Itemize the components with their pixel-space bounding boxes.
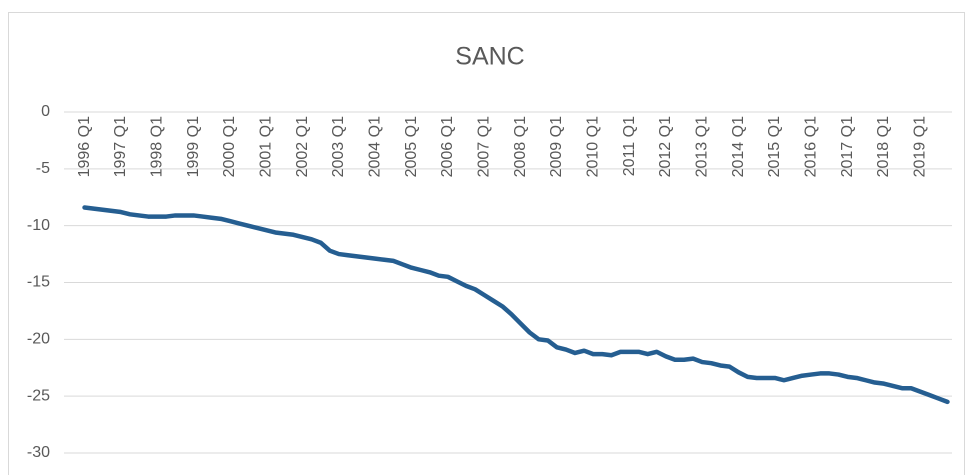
y-tick-label: 0 <box>41 103 50 120</box>
x-tick-label: 2018 Q1 <box>875 116 892 177</box>
x-tick-label: 1998 Q1 <box>148 116 165 177</box>
chart-frame <box>8 12 965 475</box>
y-tick-label: -20 <box>27 331 50 348</box>
y-tick-label: -10 <box>27 217 50 234</box>
x-tick-label: 2012 Q1 <box>657 116 674 177</box>
x-tick-label: 1999 Q1 <box>185 116 202 177</box>
x-tick-label: 2019 Q1 <box>911 116 928 177</box>
y-tick-label: -5 <box>36 160 50 177</box>
x-tick-label: 2001 Q1 <box>257 116 274 177</box>
x-tick-label: 2007 Q1 <box>475 116 492 177</box>
x-tick-label: 2006 Q1 <box>439 116 456 177</box>
x-tick-label: 2010 Q1 <box>584 116 601 177</box>
y-tick-label: -30 <box>27 444 50 461</box>
x-tick-label: 2003 Q1 <box>330 116 347 177</box>
x-tick-label: 1996 Q1 <box>76 116 93 177</box>
x-tick-label: 2016 Q1 <box>802 116 819 177</box>
x-tick-label: 1997 Q1 <box>112 116 129 177</box>
x-tick-label: 2008 Q1 <box>512 116 529 177</box>
chart-title: SANC <box>455 43 524 71</box>
x-tick-label: 2002 Q1 <box>294 116 311 177</box>
x-tick-label: 2013 Q1 <box>693 116 710 177</box>
y-tick-label: -25 <box>27 387 50 404</box>
x-tick-label: 2000 Q1 <box>221 116 238 177</box>
x-tick-label: 2005 Q1 <box>403 116 420 177</box>
x-tick-label: 2017 Q1 <box>839 116 856 177</box>
x-tick-label: 2015 Q1 <box>766 116 783 177</box>
y-tick-label: -15 <box>27 274 50 291</box>
data-line <box>82 205 950 405</box>
x-tick-label: 2014 Q1 <box>730 116 747 177</box>
x-tick-label: 2009 Q1 <box>548 116 565 177</box>
x-tick-label: 2011 Q1 <box>621 116 638 176</box>
x-tick-label: 2004 Q1 <box>366 116 383 177</box>
